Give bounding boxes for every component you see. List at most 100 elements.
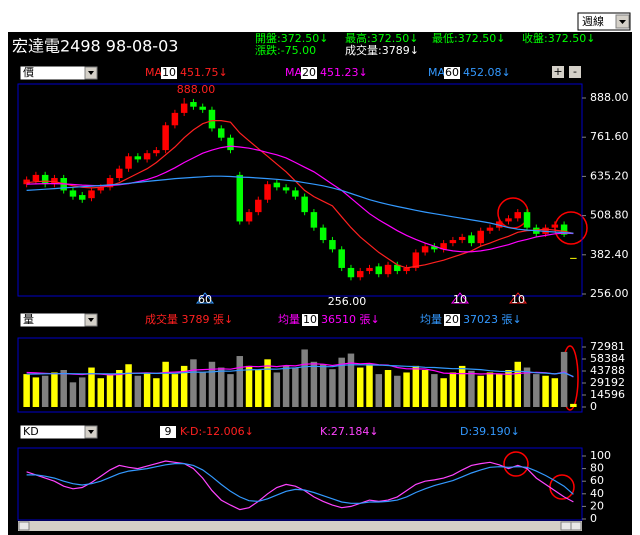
candle-body bbox=[41, 174, 49, 185]
volume-bar bbox=[338, 357, 345, 407]
candle-body bbox=[403, 267, 410, 272]
candle-body bbox=[245, 212, 253, 222]
volume-bar bbox=[384, 370, 392, 407]
candle-body bbox=[375, 266, 383, 275]
scroll-thumb bbox=[560, 521, 572, 531]
y-tick-label: 43788 bbox=[590, 364, 625, 377]
volume-bar bbox=[495, 374, 503, 407]
volume-bar bbox=[542, 375, 549, 407]
kd-readout: K:27.184↓ bbox=[320, 425, 379, 438]
volume-bar bbox=[449, 372, 457, 407]
period-select[interactable]: 週線 bbox=[577, 12, 631, 31]
y-tick-label: 0 bbox=[590, 512, 597, 525]
volume-bar bbox=[440, 378, 447, 407]
y-tick-label: 508.80 bbox=[590, 209, 629, 222]
signal-label: 60 bbox=[198, 293, 212, 306]
scrollbar[interactable] bbox=[18, 521, 582, 531]
panel-frame bbox=[17, 447, 583, 521]
candle-body bbox=[505, 218, 512, 222]
period-value: 9 bbox=[165, 425, 172, 438]
candle-body bbox=[134, 156, 142, 160]
volume-bar bbox=[310, 361, 318, 407]
volume-bar bbox=[421, 370, 429, 407]
series-line bbox=[26, 362, 574, 378]
indicator-select[interactable]: 價 bbox=[19, 65, 99, 81]
signal-label: 10 bbox=[453, 293, 467, 306]
volume-bar bbox=[505, 370, 512, 407]
candle-body bbox=[282, 187, 290, 191]
period-box bbox=[444, 314, 460, 326]
candle-body bbox=[486, 227, 494, 231]
indicator-select[interactable]: KD bbox=[19, 424, 99, 440]
arrow-icon bbox=[88, 430, 94, 434]
volume-bar bbox=[356, 367, 364, 407]
volume-bar bbox=[217, 367, 225, 407]
volume-bar bbox=[143, 372, 151, 407]
candle-body bbox=[23, 179, 30, 185]
volume-bar bbox=[106, 374, 114, 407]
period-value: 10 bbox=[303, 313, 317, 326]
stat: 漲跌:-75.00 bbox=[255, 43, 316, 57]
panel-frame bbox=[17, 83, 583, 297]
candle-body bbox=[143, 153, 151, 160]
candle-body bbox=[421, 246, 429, 253]
zoom-out[interactable]: - bbox=[569, 65, 581, 78]
volume-bar bbox=[486, 372, 494, 407]
volume-bar bbox=[282, 365, 290, 407]
series-line bbox=[26, 364, 574, 378]
candle-body bbox=[394, 264, 401, 272]
ma-readout: 451.75↓ bbox=[180, 66, 228, 79]
volume-bar bbox=[301, 349, 308, 407]
volume-bar bbox=[431, 374, 438, 407]
volume-bar bbox=[199, 372, 206, 407]
candle-body bbox=[180, 103, 188, 113]
button bbox=[569, 66, 581, 78]
y-tick-label: 382.40 bbox=[590, 248, 629, 261]
volume-bar bbox=[60, 370, 67, 407]
candle-body bbox=[347, 267, 355, 278]
candle-body bbox=[255, 199, 262, 213]
volume-bar bbox=[245, 365, 253, 407]
volume-bar bbox=[190, 359, 197, 407]
y-tick-label: 72981 bbox=[590, 340, 625, 353]
min-label: 256.00 bbox=[328, 295, 367, 308]
signal-marker bbox=[195, 292, 215, 304]
zoom-in[interactable]: + bbox=[552, 65, 564, 78]
volume-bar bbox=[227, 374, 234, 407]
volume-bar bbox=[570, 403, 577, 407]
max-label: 888.00 bbox=[177, 83, 216, 96]
candle-body bbox=[440, 243, 447, 250]
y-tick-label: 40 bbox=[590, 487, 604, 500]
indicator-select[interactable]: 量 bbox=[19, 312, 99, 328]
volume-bar bbox=[264, 359, 271, 407]
candle-body bbox=[32, 174, 40, 182]
volume-bar bbox=[292, 367, 299, 407]
select-box bbox=[19, 312, 99, 328]
chart-area bbox=[8, 32, 632, 535]
candle-body bbox=[560, 224, 568, 235]
volume-bar bbox=[78, 377, 86, 407]
avg-name: 均量 bbox=[420, 313, 442, 326]
volume-bar bbox=[97, 378, 105, 407]
candle-body bbox=[338, 249, 345, 268]
stat: 收盤:372.50↓ bbox=[522, 31, 595, 45]
volume-bar bbox=[171, 374, 179, 407]
stat: 成交量:3789↓ bbox=[345, 43, 419, 57]
candle-body bbox=[458, 236, 466, 241]
select-text: KD bbox=[23, 425, 39, 438]
candle-body bbox=[514, 212, 522, 219]
series-line bbox=[26, 120, 574, 269]
candle-body bbox=[412, 252, 420, 268]
period-box bbox=[302, 314, 318, 326]
candle-body bbox=[162, 125, 169, 151]
candle-body bbox=[208, 109, 216, 129]
y-tick-label: 761.60 bbox=[590, 130, 629, 143]
kd-readout: K-D:-12.006↓ bbox=[180, 425, 254, 438]
volume-bar bbox=[319, 364, 327, 407]
select-text: 週線 bbox=[582, 14, 604, 28]
scroll-track bbox=[18, 521, 582, 531]
volume-bar bbox=[347, 353, 355, 407]
button-label: - bbox=[573, 65, 577, 78]
